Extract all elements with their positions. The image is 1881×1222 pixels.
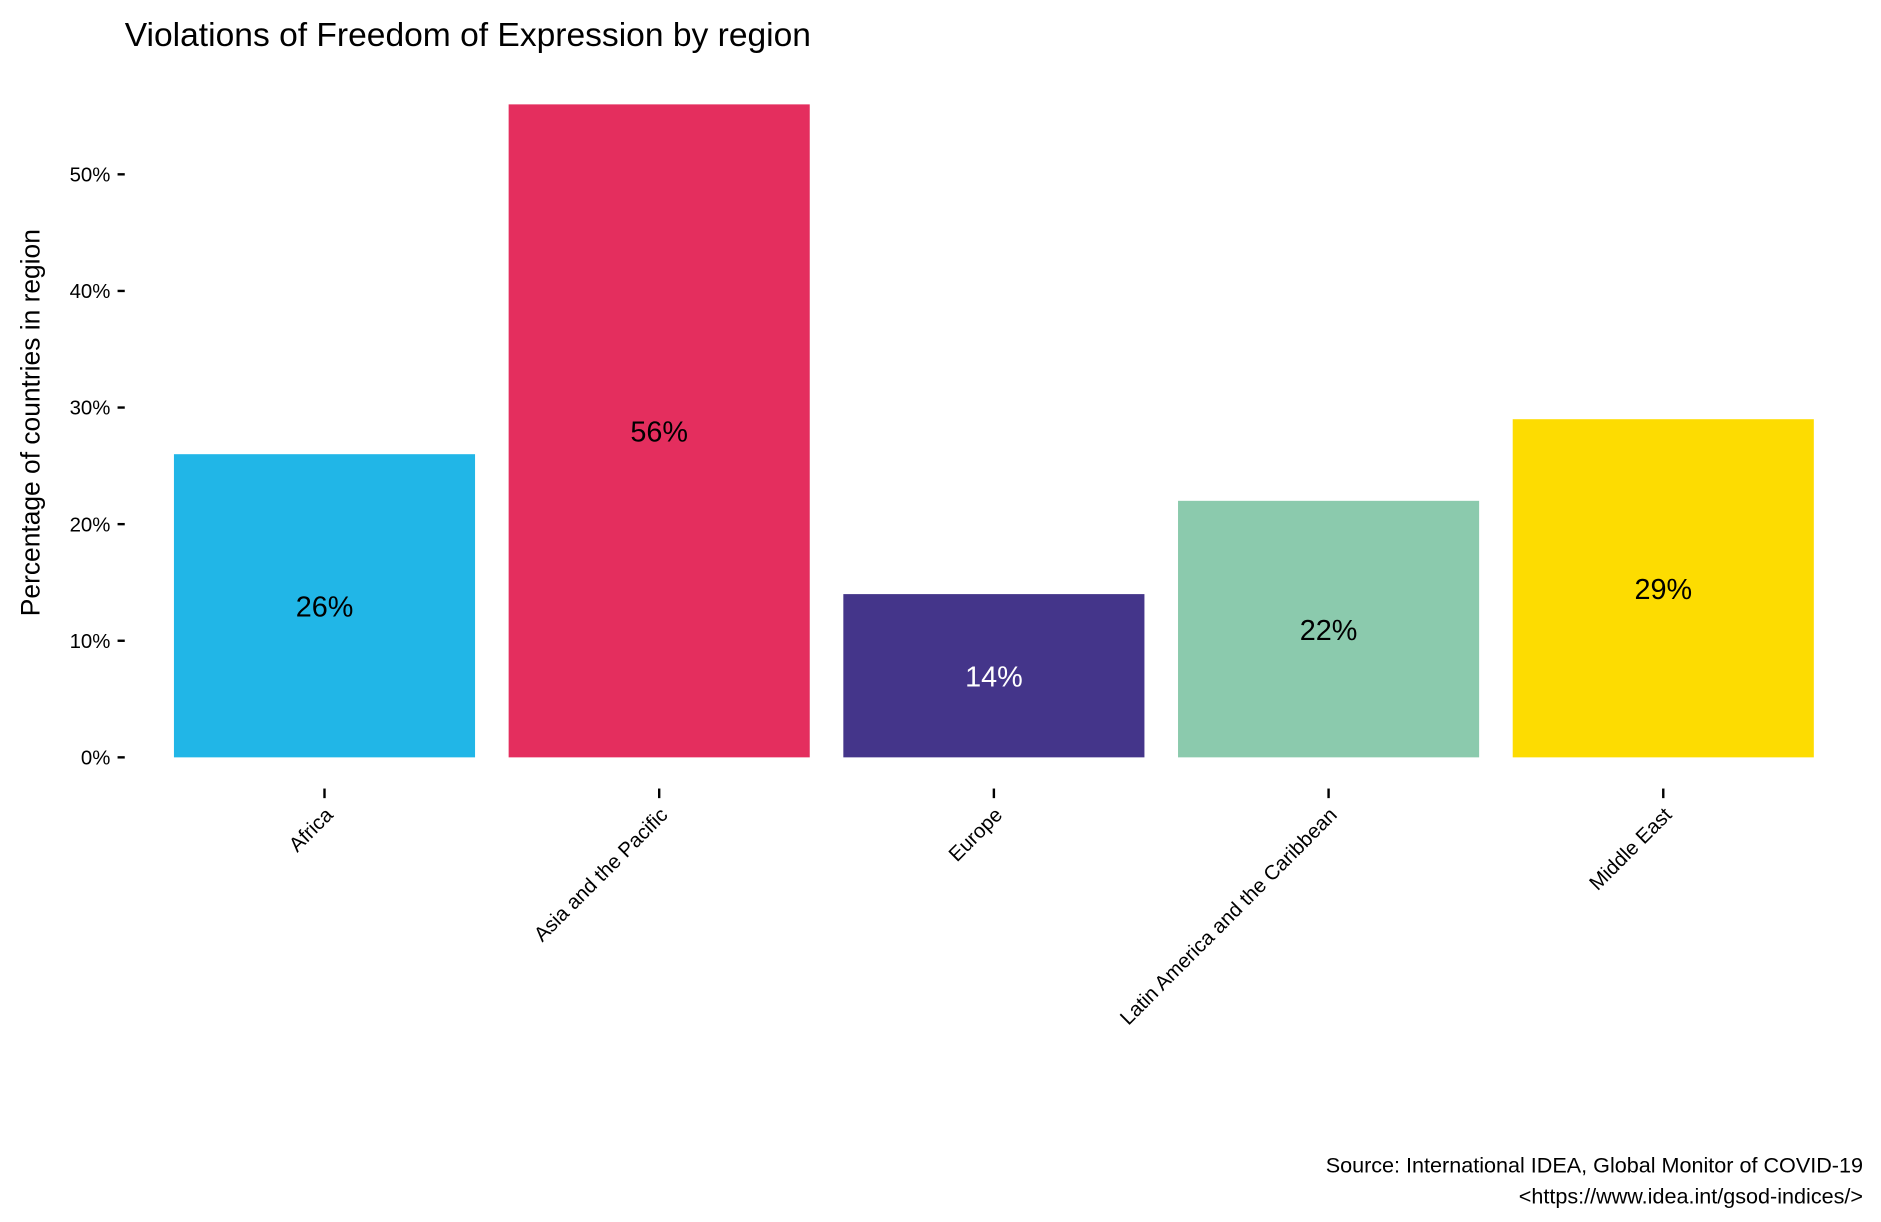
bar bbox=[843, 594, 1145, 758]
y-tick-label: 40% bbox=[70, 281, 111, 303]
bars: 26% 56% 14% 22% 29% bbox=[173, 104, 1814, 758]
x-axis: Africa Asia and the Pacific Europe Latin Am… bbox=[285, 788, 1677, 1030]
bar bbox=[173, 454, 476, 758]
caption-line-2: <https://www.idea.int/gsod-indices/> bbox=[1519, 1184, 1863, 1209]
bar bbox=[1512, 419, 1814, 758]
y-tick-label: 20% bbox=[70, 514, 111, 536]
bar bbox=[508, 104, 810, 758]
x-tick-label: Middle East bbox=[1586, 804, 1677, 895]
chart-title: Violations of Freedom of Expression by r… bbox=[125, 17, 811, 54]
data-label: 29% bbox=[1634, 574, 1692, 606]
y-axis-label: Percentage of countries in region bbox=[16, 229, 46, 616]
y-tick-label: 50% bbox=[70, 165, 111, 187]
caption-line-1: Source: International IDEA, Global Monit… bbox=[1326, 1152, 1863, 1177]
x-tick-label: Asia and the Pacific bbox=[530, 804, 672, 946]
data-label: 22% bbox=[1300, 615, 1358, 647]
x-tick-label: Africa bbox=[285, 804, 338, 857]
x-tick-label: Europe bbox=[945, 804, 1007, 866]
y-tick-label: 30% bbox=[70, 398, 111, 420]
data-label: 26% bbox=[296, 592, 354, 624]
y-tick-label: 10% bbox=[70, 631, 111, 653]
y-tick-label: 0% bbox=[81, 748, 110, 770]
y-axis: 0% 10% 20% 30% 40% 50% bbox=[70, 165, 125, 770]
x-tick-label: Latin America and the Caribbean bbox=[1116, 804, 1341, 1029]
data-label: 14% bbox=[965, 662, 1023, 694]
data-label: 56% bbox=[630, 417, 688, 449]
bar bbox=[1178, 500, 1480, 758]
